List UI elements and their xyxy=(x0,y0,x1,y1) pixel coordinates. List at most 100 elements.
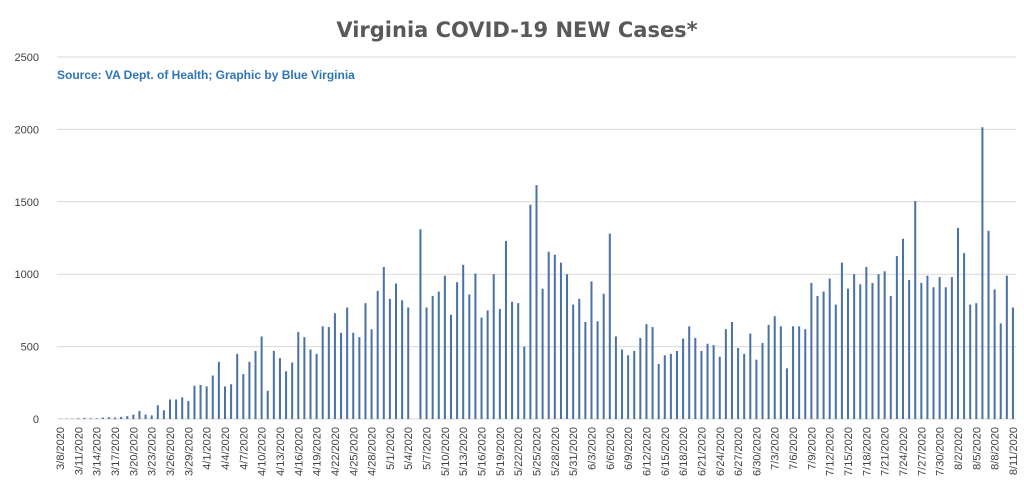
bar xyxy=(242,374,245,419)
x-tick-label: 3/17/2020 xyxy=(110,427,122,476)
bar xyxy=(773,316,776,419)
x-tick-label: 4/13/2020 xyxy=(275,427,287,476)
x-tick-label: 3/14/2020 xyxy=(92,427,104,476)
bar xyxy=(138,411,141,419)
bar xyxy=(297,332,300,419)
bar xyxy=(944,287,947,419)
x-tick-label: 8/8/2020 xyxy=(990,427,1002,470)
bar xyxy=(1005,275,1008,419)
x-tick-label: 6/12/2020 xyxy=(641,427,653,476)
bar xyxy=(895,256,898,419)
bars xyxy=(59,127,1014,419)
bar xyxy=(278,358,281,419)
bar xyxy=(993,289,996,419)
bar xyxy=(114,417,117,419)
x-tick-label: 4/4/2020 xyxy=(220,427,232,470)
bar xyxy=(663,355,666,419)
bar xyxy=(914,201,917,419)
x-tick-label: 7/18/2020 xyxy=(861,427,873,476)
x-tick-label: 3/11/2020 xyxy=(73,427,85,475)
bar xyxy=(388,298,391,419)
bar xyxy=(150,415,153,419)
bar xyxy=(798,326,801,419)
x-tick-label: 3/26/2020 xyxy=(165,427,177,476)
bar xyxy=(504,240,507,419)
x-tick-label: 5/16/2020 xyxy=(477,427,489,476)
bar xyxy=(285,371,288,419)
bar xyxy=(688,326,691,419)
bar xyxy=(77,418,80,419)
bar xyxy=(657,363,660,419)
bar xyxy=(529,204,532,419)
bar xyxy=(694,337,697,419)
bar xyxy=(89,418,92,419)
bar xyxy=(669,353,672,419)
bar xyxy=(315,353,318,419)
bar xyxy=(480,317,483,419)
bar xyxy=(419,229,422,419)
bar xyxy=(828,278,831,419)
x-tick-label: 6/24/2020 xyxy=(715,427,727,476)
x-tick-label: 6/15/2020 xyxy=(660,427,672,476)
bar xyxy=(706,343,709,419)
x-tick-label: 7/24/2020 xyxy=(898,427,910,476)
bar xyxy=(724,329,727,419)
bar xyxy=(169,399,172,419)
bar xyxy=(889,295,892,419)
bar xyxy=(175,399,178,419)
bar xyxy=(999,323,1002,419)
x-tick-label: 8/11/2020 xyxy=(1008,427,1020,475)
bar xyxy=(749,333,752,419)
bar xyxy=(737,348,740,419)
x-tick-label: 4/25/2020 xyxy=(348,427,360,476)
x-tick-label: 7/9/2020 xyxy=(806,427,818,470)
bar xyxy=(535,185,538,419)
bar xyxy=(712,345,715,419)
bar xyxy=(321,326,324,419)
bar xyxy=(627,355,630,419)
x-tick-label: 4/1/2020 xyxy=(202,427,214,470)
x-tick-label: 4/10/2020 xyxy=(257,427,269,476)
bar xyxy=(621,349,624,419)
bar xyxy=(498,308,501,419)
bar xyxy=(260,336,263,419)
bar xyxy=(871,282,874,419)
bar xyxy=(266,390,269,419)
x-tick-label: 7/27/2020 xyxy=(916,427,928,476)
x-tick-label: 4/22/2020 xyxy=(330,427,342,476)
bar xyxy=(517,303,520,419)
bar xyxy=(358,337,361,419)
x-tick-label: 6/3/2020 xyxy=(586,427,598,470)
bar xyxy=(346,307,349,419)
bar xyxy=(639,337,642,419)
bar xyxy=(987,230,990,419)
bar xyxy=(572,304,575,419)
bar xyxy=(486,310,489,419)
y-tick-label: 2000 xyxy=(15,124,39,136)
bar xyxy=(272,350,275,419)
bar xyxy=(792,326,795,419)
bar xyxy=(162,410,165,419)
bar xyxy=(730,321,733,419)
bar xyxy=(767,324,770,419)
bar xyxy=(541,288,544,419)
bar xyxy=(633,350,636,419)
bar xyxy=(187,400,190,419)
bar xyxy=(908,279,911,419)
bar xyxy=(614,336,617,419)
x-tick-label: 6/6/2020 xyxy=(605,427,617,470)
x-tick-label: 5/10/2020 xyxy=(440,427,452,476)
bar xyxy=(132,414,135,419)
bar xyxy=(120,416,123,419)
bar xyxy=(364,303,367,419)
bar xyxy=(431,295,434,419)
bar xyxy=(547,251,550,419)
x-tick-label: 8/2/2020 xyxy=(953,427,965,470)
x-tick-label: 5/31/2020 xyxy=(568,427,580,476)
bar xyxy=(217,361,220,419)
x-tick-label: 6/21/2020 xyxy=(696,427,708,476)
x-tick-label: 5/28/2020 xyxy=(550,427,562,476)
y-tick-label: 500 xyxy=(21,342,39,354)
bar xyxy=(755,359,758,419)
